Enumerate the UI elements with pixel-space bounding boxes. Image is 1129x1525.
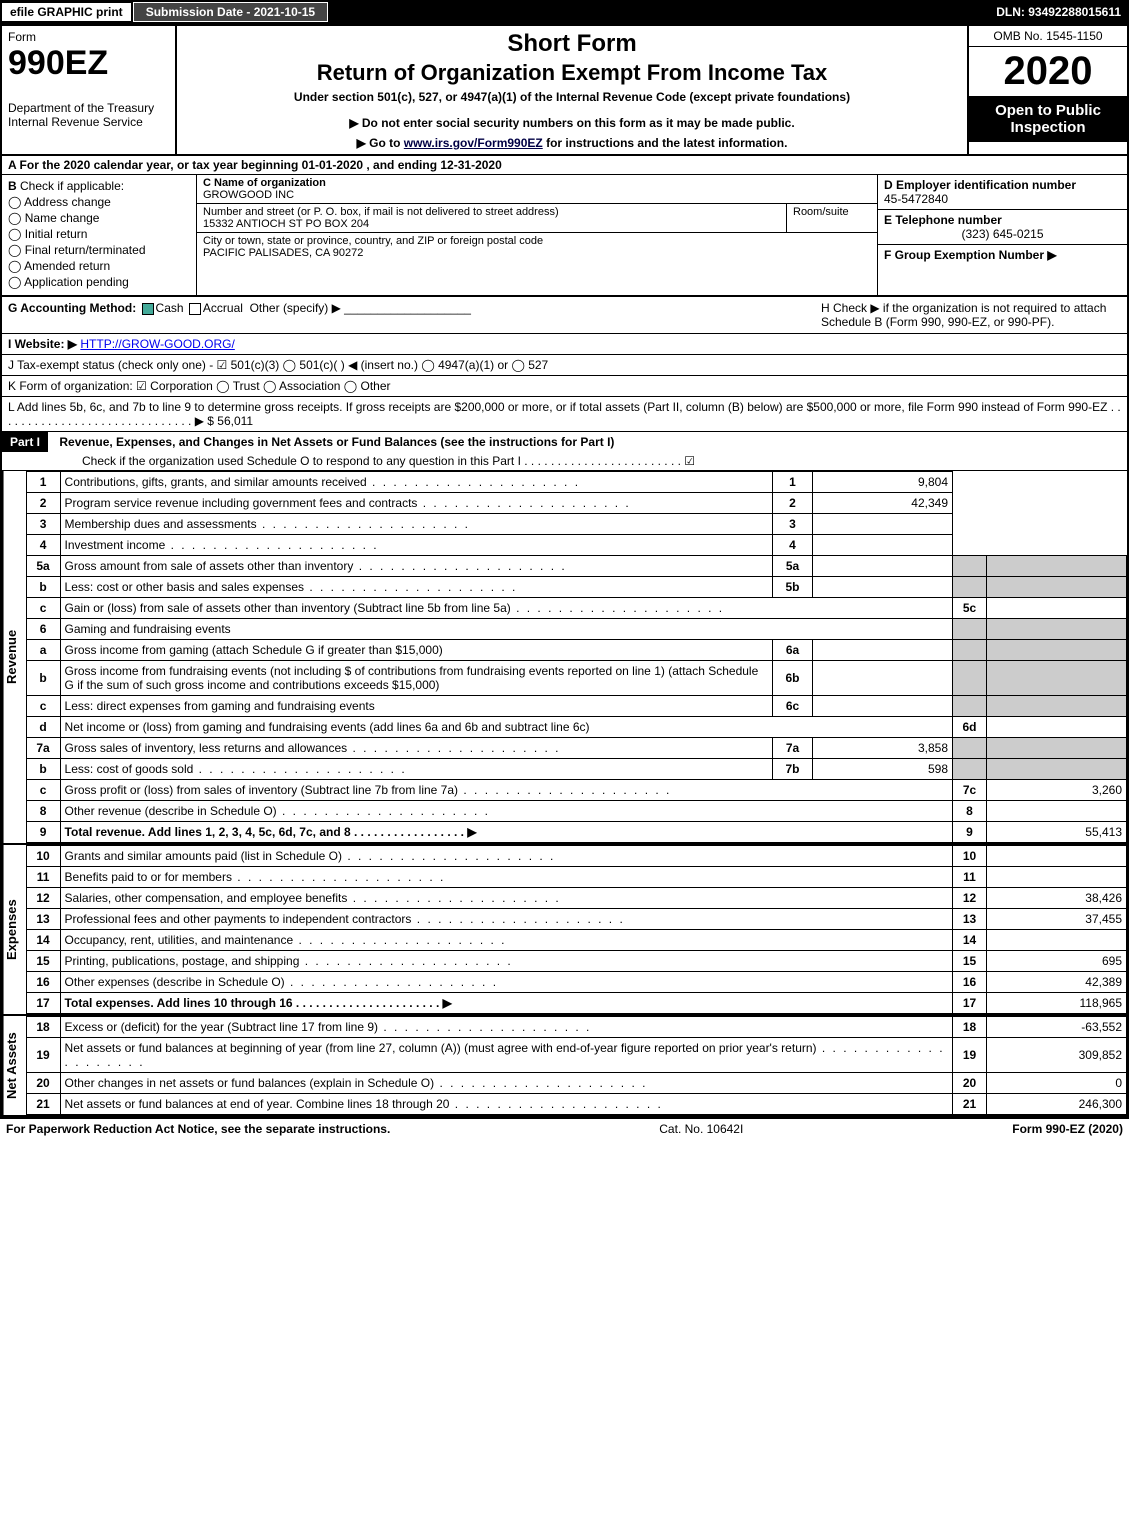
cash-label: Cash [156, 301, 184, 315]
room-suite-label: Room/suite [787, 204, 877, 232]
row-j: J Tax-exempt status (check only one) - ☑… [2, 355, 1127, 376]
irs-link[interactable]: www.irs.gov/Form990EZ [404, 136, 543, 150]
footer-left: For Paperwork Reduction Act Notice, see … [6, 1122, 390, 1136]
expenses-table: 10Grants and similar amounts paid (list … [26, 845, 1127, 1014]
form-header: Form 990EZ Department of the Treasury In… [2, 26, 1127, 156]
ein-value: 45-5472840 [884, 192, 1121, 206]
org-name: GROWGOOD INC [203, 189, 871, 201]
warning-ssn: ▶ Do not enter social security numbers o… [183, 116, 961, 130]
goto-pre: ▶ Go to [357, 136, 404, 150]
irs-label: Internal Revenue Service [8, 115, 169, 129]
row-gh: G Accounting Method: Cash Accrual Other … [2, 297, 1127, 334]
b-label: B [8, 179, 17, 193]
title-subtitle: Under section 501(c), 527, or 4947(a)(1)… [183, 90, 961, 104]
l-text: L Add lines 5b, 6c, and 7b to line 9 to … [8, 400, 1121, 428]
top-bar: efile GRAPHIC print Submission Date - 20… [0, 0, 1129, 24]
other-specify: Other (specify) ▶ [250, 301, 341, 315]
expenses-section: Expenses 10Grants and similar amounts pa… [2, 845, 1127, 1016]
form-container: Form 990EZ Department of the Treasury In… [0, 24, 1129, 1119]
dln: DLN: 93492288015611 [996, 5, 1127, 19]
c-city-label: City or town, state or province, country… [203, 235, 871, 247]
chk-initial-return[interactable]: ◯ Initial return [8, 227, 190, 241]
form-title-cell: Short Form Return of Organization Exempt… [177, 26, 967, 154]
section-def: D Employer identification number 45-5472… [877, 175, 1127, 295]
tel-value: (323) 645-0215 [884, 227, 1121, 241]
part1-desc: Revenue, Expenses, and Changes in Net As… [51, 435, 614, 449]
efile-print-button[interactable]: efile GRAPHIC print [2, 3, 131, 21]
chk-cash[interactable] [142, 303, 154, 315]
g-label: G Accounting Method: [8, 301, 136, 315]
b-check-if: Check if applicable: [20, 179, 124, 193]
goto-link-line: ▶ Go to www.irs.gov/Form990EZ for instru… [183, 136, 961, 150]
d-ein-label: D Employer identification number [884, 178, 1121, 192]
row-a-tax-year: A For the 2020 calendar year, or tax yea… [2, 156, 1127, 175]
chk-application-pending[interactable]: ◯ Application pending [8, 275, 190, 289]
row-k: K Form of organization: ☑ Corporation ◯ … [2, 376, 1127, 397]
section-b: B Check if applicable: ◯ Address change … [2, 175, 197, 295]
chk-amended-return[interactable]: ◯ Amended return [8, 259, 190, 273]
org-address: 15332 ANTIOCH ST PO BOX 204 [203, 218, 780, 230]
e-tel-label: E Telephone number [884, 213, 1121, 227]
chk-accrual[interactable] [189, 303, 201, 315]
title-return: Return of Organization Exempt From Incom… [183, 60, 961, 86]
part1-badge: Part I [2, 432, 48, 452]
form-number: 990EZ [8, 44, 169, 83]
chk-name-change[interactable]: ◯ Name change [8, 211, 190, 225]
tax-year: 2020 [969, 47, 1127, 96]
revenue-label: Revenue [2, 471, 26, 843]
i-label: I Website: ▶ [8, 337, 77, 351]
netassets-table: 18Excess or (deficit) for the year (Subt… [26, 1016, 1127, 1115]
netassets-label: Net Assets [2, 1016, 26, 1115]
f-group-label: F Group Exemption Number ▶ [884, 248, 1121, 262]
website-link[interactable]: HTTP://GROW-GOOD.ORG/ [80, 337, 234, 351]
h-text: H Check ▶ if the organization is not req… [821, 301, 1121, 329]
expenses-label: Expenses [2, 845, 26, 1014]
part1-header: Part I Revenue, Expenses, and Changes in… [2, 432, 1127, 471]
footer-right: Form 990-EZ (2020) [1012, 1122, 1123, 1136]
form-word: Form [8, 30, 169, 44]
revenue-section: Revenue 1Contributions, gifts, grants, a… [2, 471, 1127, 845]
netassets-section: Net Assets 18Excess or (deficit) for the… [2, 1016, 1127, 1117]
revenue-table: 1Contributions, gifts, grants, and simil… [26, 471, 1127, 843]
omb-number: OMB No. 1545-1150 [969, 26, 1127, 47]
footer: For Paperwork Reduction Act Notice, see … [0, 1119, 1129, 1139]
form-meta-cell: OMB No. 1545-1150 2020 Open to Public In… [967, 26, 1127, 154]
dept-treasury: Department of the Treasury [8, 101, 169, 115]
form-id-cell: Form 990EZ Department of the Treasury In… [2, 26, 177, 154]
c-addr-label: Number and street (or P. O. box, if mail… [203, 206, 780, 218]
row-i: I Website: ▶ HTTP://GROW-GOOD.ORG/ [2, 334, 1127, 355]
open-inspection: Open to Public Inspection [969, 96, 1127, 142]
submission-date: Submission Date - 2021-10-15 [133, 2, 328, 22]
org-city: PACIFIC PALISADES, CA 90272 [203, 247, 871, 259]
title-short-form: Short Form [183, 30, 961, 58]
info-block: B Check if applicable: ◯ Address change … [2, 175, 1127, 297]
l-amount: 56,011 [217, 414, 253, 428]
row-l: L Add lines 5b, 6c, and 7b to line 9 to … [2, 397, 1127, 432]
chk-address-change[interactable]: ◯ Address change [8, 195, 190, 209]
goto-post: for instructions and the latest informat… [543, 136, 788, 150]
footer-catno: Cat. No. 10642I [659, 1122, 743, 1136]
chk-final-return[interactable]: ◯ Final return/terminated [8, 243, 190, 257]
accrual-label: Accrual [203, 301, 243, 315]
section-c: C Name of organization GROWGOOD INC Numb… [197, 175, 877, 295]
part1-check: Check if the organization used Schedule … [2, 452, 1127, 470]
c-name-label: C Name of organization [203, 177, 871, 189]
